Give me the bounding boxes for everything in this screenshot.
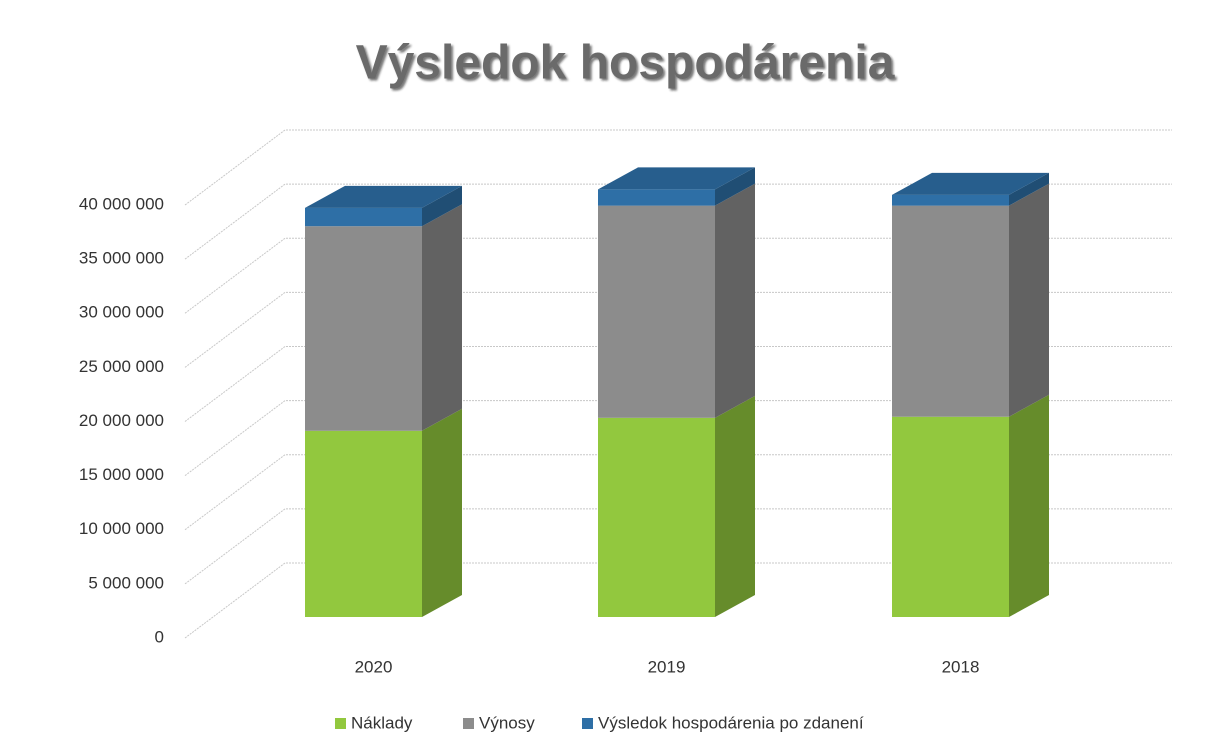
grid-line — [184, 237, 1172, 314]
legend-swatch — [463, 718, 474, 729]
y-tick-label: 15 000 000 — [79, 465, 164, 484]
legend-label: Náklady — [351, 713, 413, 732]
grid-line — [184, 183, 1172, 260]
x-tick-label: 2018 — [942, 657, 980, 676]
y-tick-label: 25 000 000 — [79, 357, 164, 376]
y-tick-label: 40 000 000 — [79, 194, 164, 213]
y-tick-label: 10 000 000 — [79, 519, 164, 538]
bar — [305, 226, 422, 431]
bar — [305, 430, 422, 617]
bar-side — [422, 185, 462, 227]
bar-side — [715, 183, 755, 418]
y-tick-label: 20 000 000 — [79, 411, 164, 430]
y-tick-label: 5 000 000 — [88, 573, 164, 592]
bar-top — [305, 185, 462, 208]
grid-line — [184, 291, 1172, 368]
legend-swatch — [335, 718, 346, 729]
legend-label: Výnosy — [479, 713, 535, 732]
grid-line — [184, 346, 1172, 422]
y-tick-label: 0 — [155, 627, 164, 646]
bar — [892, 205, 1009, 417]
grid-line — [184, 129, 1172, 206]
legend-swatch — [582, 718, 593, 729]
bar-side — [1009, 172, 1049, 206]
bar — [598, 417, 715, 617]
bar-top — [598, 167, 755, 190]
bar-top — [892, 172, 1049, 195]
bar — [305, 207, 422, 227]
bar — [892, 194, 1009, 206]
y-tick-label: 30 000 000 — [79, 303, 164, 322]
bar-side — [1009, 183, 1049, 417]
grid-line — [184, 454, 1172, 531]
bar-side — [422, 204, 462, 431]
bar — [598, 189, 715, 206]
grid-line — [184, 400, 1172, 477]
bar — [892, 416, 1009, 617]
y-tick-label: 35 000 000 — [79, 249, 164, 268]
grid-line — [184, 508, 1172, 585]
bar — [598, 205, 715, 418]
x-tick-label: 2019 — [648, 657, 686, 676]
bar-side — [715, 395, 755, 617]
bar-side — [422, 408, 462, 617]
grid-line — [184, 562, 1172, 639]
legend-label: Výsledok hospodárenia po zdanení — [598, 713, 864, 732]
x-tick-label: 2020 — [355, 657, 393, 676]
bar-side — [1009, 394, 1049, 617]
chart-title: Výsledok hospodárenia — [356, 37, 895, 90]
bar-side — [715, 167, 755, 206]
